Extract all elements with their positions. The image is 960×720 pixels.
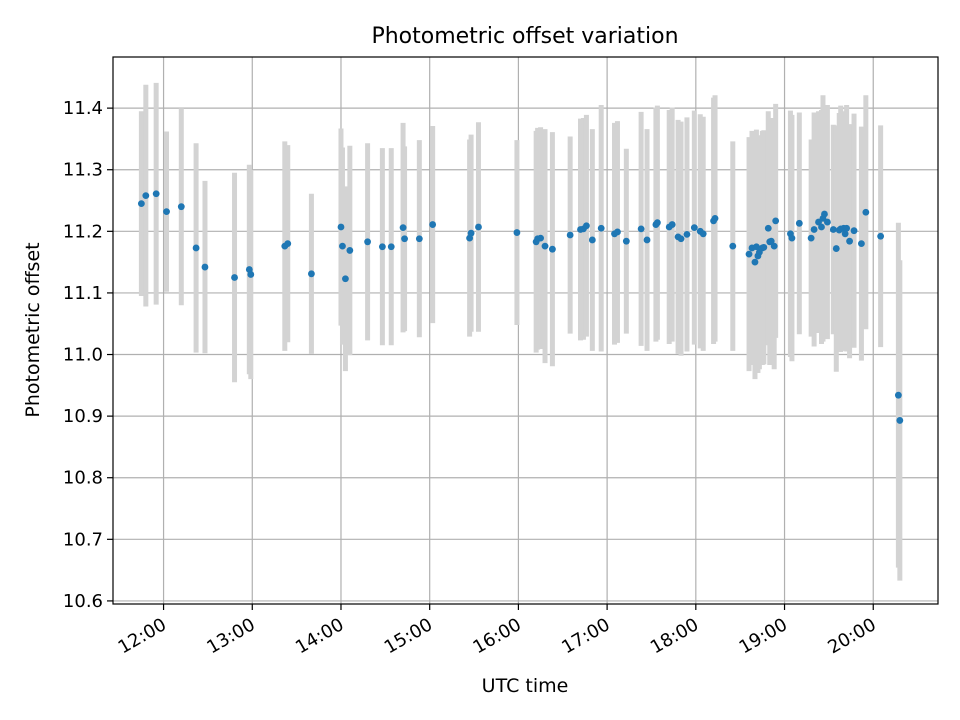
data-point (231, 274, 238, 281)
data-point (378, 243, 386, 251)
data-point (862, 208, 870, 216)
data-point (824, 218, 831, 226)
data-point (643, 236, 651, 244)
data-point (850, 227, 858, 235)
data-point (843, 224, 851, 232)
data-point (399, 224, 407, 232)
data-point (537, 234, 544, 242)
data-point (201, 263, 209, 271)
data-point (588, 236, 596, 244)
data-point (877, 232, 885, 240)
data-point (308, 270, 315, 278)
data-point (770, 242, 778, 250)
data-point (821, 210, 828, 218)
data-point (339, 242, 346, 250)
y-tick-label: 11.1 (63, 283, 103, 304)
data-point (818, 223, 825, 231)
data-point (772, 217, 780, 225)
data-point (137, 200, 145, 208)
y-tick-label: 10.7 (63, 529, 103, 550)
data-point (513, 229, 521, 236)
data-point (810, 226, 818, 233)
data-point (614, 228, 621, 236)
data-point (653, 219, 661, 227)
y-tick-label: 11.2 (63, 221, 103, 242)
data-point (764, 224, 772, 232)
data-point (795, 219, 803, 227)
data-point (387, 243, 395, 251)
y-tick-label: 10.8 (63, 468, 103, 489)
data-point (729, 242, 737, 250)
y-tick-label: 10.9 (63, 406, 103, 427)
plot-frame (112, 56, 939, 605)
data-point (284, 240, 292, 248)
data-point (415, 235, 423, 243)
data-points (137, 190, 904, 424)
y-tick-label: 11.3 (63, 160, 103, 181)
data-point (429, 221, 437, 228)
data-point (677, 235, 685, 243)
data-point (163, 208, 170, 216)
data-point (346, 247, 354, 254)
data-point (841, 230, 849, 238)
data-point (751, 258, 759, 266)
data-point (807, 234, 815, 242)
data-point (475, 223, 482, 231)
data-point (549, 245, 556, 253)
data-point (566, 231, 574, 239)
data-point (829, 226, 837, 233)
data-point (637, 225, 645, 233)
data-point (858, 240, 865, 248)
chart-title: Photometric offset variation (371, 24, 678, 49)
data-point (337, 223, 345, 231)
data-point (247, 271, 255, 278)
data-point (711, 214, 719, 222)
y-tick-label: 11.4 (63, 98, 103, 119)
x-axis-label: UTC time (482, 675, 569, 697)
data-point (767, 237, 775, 245)
data-point (760, 243, 768, 251)
data-point (699, 230, 707, 238)
data-point (668, 221, 676, 228)
data-point (894, 391, 902, 399)
data-point (467, 229, 475, 237)
y-tick-label: 11.0 (63, 345, 103, 366)
y-axis-ticks: 10.6 10.7 10.8 10.9 11.0 11.1 11.2 11.3 11.4 (63, 98, 113, 612)
data-point (364, 238, 371, 246)
data-point (690, 224, 698, 232)
data-point (583, 222, 590, 230)
data-point (541, 242, 549, 250)
data-point (683, 231, 691, 238)
data-point (597, 224, 605, 232)
y-tick-label: 10.6 (63, 591, 103, 612)
data-point (342, 275, 349, 283)
data-point (142, 192, 150, 199)
y-axis-label: Photometric offset (22, 242, 44, 417)
data-point (896, 417, 904, 424)
data-point (832, 245, 840, 252)
data-point (846, 237, 853, 245)
data-point (152, 190, 160, 198)
data-point (622, 237, 630, 245)
data-point (753, 243, 760, 251)
data-point (192, 244, 200, 252)
data-point (788, 234, 796, 242)
data-point (401, 235, 408, 243)
data-point (745, 250, 753, 258)
data-point (177, 203, 185, 211)
